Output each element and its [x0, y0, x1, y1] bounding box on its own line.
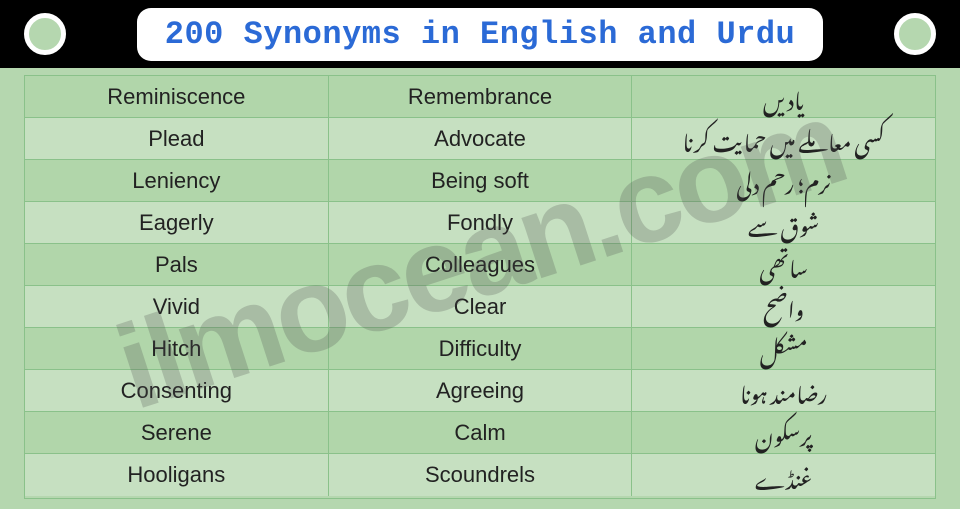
synonym-cell: Calm — [329, 412, 633, 453]
word-cell: Serene — [25, 412, 329, 453]
page-title: 200 Synonyms in English and Urdu — [137, 8, 824, 61]
synonym-cell: Advocate — [329, 118, 633, 159]
word-cell: Reminiscence — [25, 76, 329, 117]
word-cell: Pals — [25, 244, 329, 285]
table-row: Hooligans Scoundrels غنڈے — [25, 454, 935, 496]
synonym-cell: Scoundrels — [329, 454, 633, 496]
word-cell: Consenting — [25, 370, 329, 411]
synonym-cell: Colleagues — [329, 244, 633, 285]
synonym-cell: Clear — [329, 286, 633, 327]
header-hole-right — [894, 13, 936, 55]
synonym-cell: Difficulty — [329, 328, 633, 369]
header-hole-left — [24, 13, 66, 55]
word-cell: Leniency — [25, 160, 329, 201]
word-cell: Plead — [25, 118, 329, 159]
urdu-cell: غنڈے — [632, 454, 935, 496]
synonym-cell: Fondly — [329, 202, 633, 243]
synonym-cell: Agreeing — [329, 370, 633, 411]
synonym-cell: Remembrance — [329, 76, 633, 117]
synonym-cell: Being soft — [329, 160, 633, 201]
word-cell: Vivid — [25, 286, 329, 327]
synonyms-table: Reminiscence Remembrance یادیں Plead Adv… — [24, 75, 936, 499]
word-cell: Hitch — [25, 328, 329, 369]
word-cell: Eagerly — [25, 202, 329, 243]
word-cell: Hooligans — [25, 454, 329, 496]
header-band: 200 Synonyms in English and Urdu — [0, 0, 960, 68]
